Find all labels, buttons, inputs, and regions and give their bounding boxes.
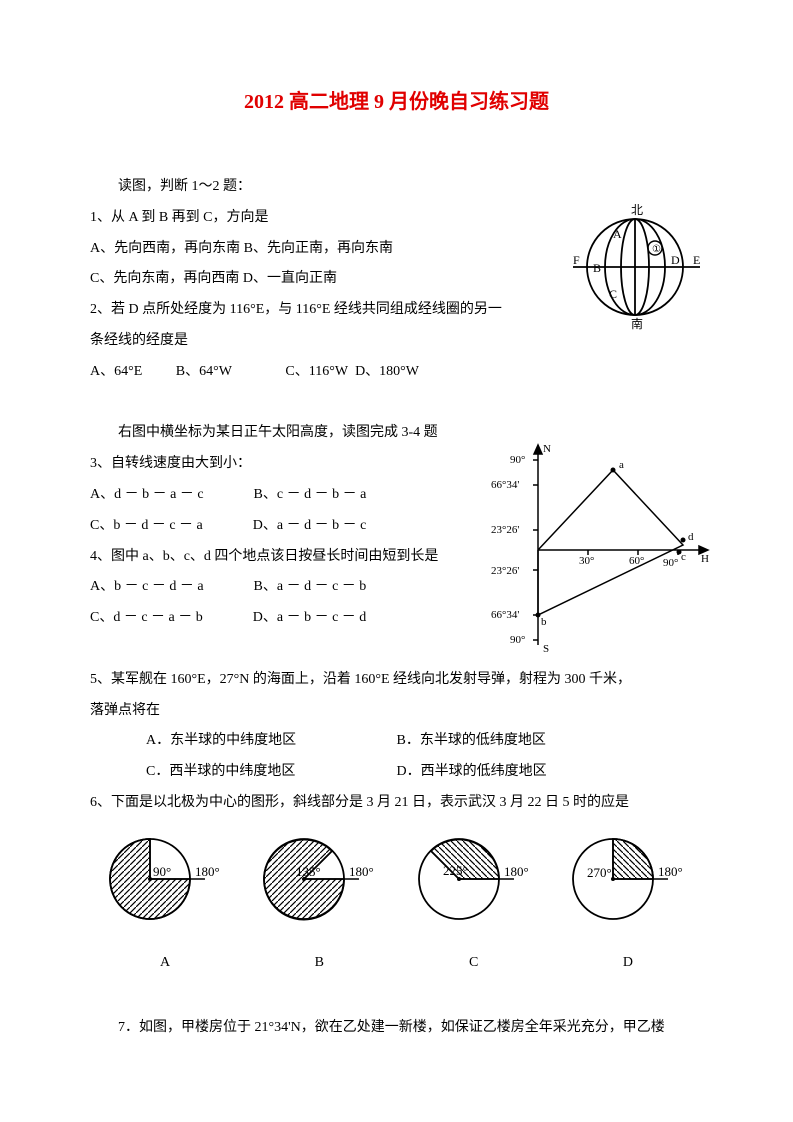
svg-text:90°: 90° [510, 454, 525, 466]
svg-text:c: c [681, 551, 686, 563]
page-title: 2012 高二地理 9 月份晚自习练习题 [90, 80, 703, 124]
polar-b: 135° 180° B [254, 829, 384, 979]
q7-stem: 7．如图，甲楼房位于 21°34'N，欲在乙处建一新楼，如保证乙楼房全年采光充分… [90, 1013, 703, 1044]
svg-text:B: B [593, 261, 601, 275]
svg-text:180°: 180° [195, 864, 220, 879]
svg-text:270°: 270° [587, 865, 612, 880]
svg-text:90°: 90° [663, 557, 678, 569]
svg-text:225°: 225° [443, 863, 468, 878]
q4-stem: 4、图中 a、b、c、d 四个地点该日按昼长时间由短到长是 [90, 542, 450, 573]
svg-text:66°34': 66°34' [491, 609, 519, 621]
q6-stem: 6、下面是以北极为中心的图形，斜线部分是 3 月 21 日，表示武汉 3 月 2… [90, 788, 703, 819]
polar-c: 225° 180° C [409, 829, 539, 979]
svg-text:180°: 180° [349, 864, 374, 879]
q1-options-cd: C、先向东南，再向西南 D、一直向正南 [90, 264, 550, 295]
svg-text:d: d [688, 531, 694, 543]
svg-text:C: C [609, 287, 617, 301]
q5-options-row2: C．西半球的中纬度地区 D．西半球的低纬度地区 [90, 757, 703, 788]
svg-text:23°26': 23°26' [491, 524, 519, 536]
svg-text:①: ① [652, 244, 661, 255]
q3-stem: 3、自转线速度由大到小： [90, 449, 450, 480]
q5-options-row1: A．东半球的中纬度地区 B．东半球的低纬度地区 [90, 726, 703, 757]
q3-cd: C、b － d － c － aD、a － d － b － c [90, 511, 450, 542]
svg-text:南: 南 [631, 316, 643, 330]
q1-stem: 1、从 A 到 B 再到 C，方向是 [90, 203, 550, 234]
svg-text:N: N [543, 443, 551, 455]
svg-text:A: A [613, 227, 622, 241]
q2-stem-a: 2、若 D 点所处经度为 116°E，与 116°E 经线共同组成经线圈的另一 [90, 295, 550, 326]
q4-cd: C、d － c － a － bD、a － b － c － d [90, 603, 450, 634]
q1-options-ab: A、先向西南，再向东南 B、先向正南，再向东南 [90, 234, 550, 265]
svg-text:180°: 180° [658, 864, 683, 879]
polar-diagrams: 90° 180° A 135° 180° B [100, 829, 693, 979]
q2-options: A、64°E B、64°W C、116°W D、180°W [90, 357, 703, 388]
svg-text:90°: 90° [153, 864, 171, 879]
svg-text:S: S [543, 643, 549, 655]
svg-text:66°34': 66°34' [491, 479, 519, 491]
altitude-chart: N S H 90° 66°34' 23°26' 23°26' 66°34' 90… [483, 440, 713, 660]
intro-1: 读图，判断 1～2 题： [90, 172, 703, 203]
q4-ab: A、b － c － d － aB、a － d － c － b [90, 572, 450, 603]
q5-stem-a: 5、某军舰在 160°E，27°N 的海面上，沿着 160°E 经线向北发射导弹… [90, 665, 703, 696]
svg-text:a: a [619, 459, 624, 471]
svg-text:23°26': 23°26' [491, 565, 519, 577]
svg-text:180°: 180° [504, 864, 529, 879]
svg-text:30°: 30° [579, 555, 594, 567]
q5-stem-b: 落弹点将在 [90, 696, 703, 727]
svg-text:北: 北 [631, 203, 643, 217]
svg-text:H: H [701, 553, 709, 565]
svg-text:F: F [573, 253, 580, 267]
globe-diagram: 北 南 F E A B C D ① [573, 200, 703, 330]
q3-ab: A、d － b － a － cB、c － d － b － a [90, 480, 450, 511]
q2-stem-b: 条经线的经度是 [90, 326, 550, 357]
svg-text:60°: 60° [629, 555, 644, 567]
svg-text:b: b [541, 616, 547, 628]
svg-text:90°: 90° [510, 634, 525, 646]
polar-a: 90° 180° A [100, 829, 230, 979]
svg-text:D: D [671, 253, 680, 267]
svg-text:135°: 135° [296, 864, 321, 879]
polar-d: 270° 180° D [563, 829, 693, 979]
svg-text:E: E [693, 253, 700, 267]
